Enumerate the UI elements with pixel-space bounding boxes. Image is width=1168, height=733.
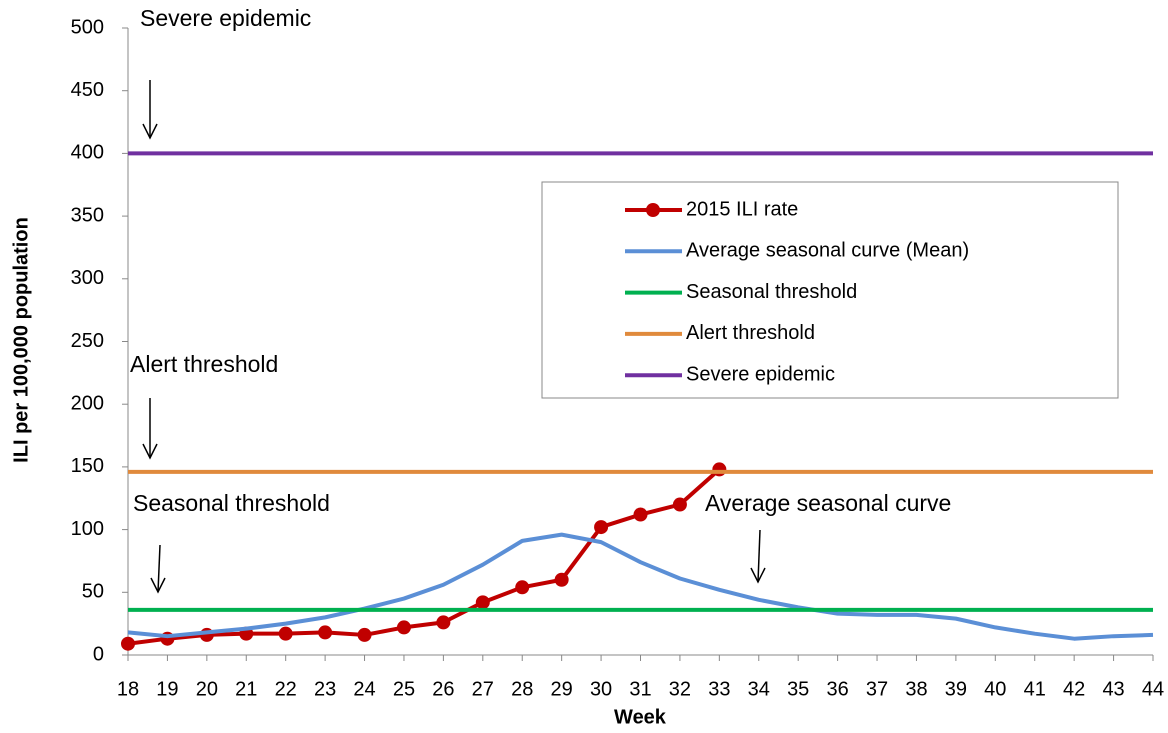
x-tick-label: 41	[1024, 678, 1046, 700]
y-tick-label: 150	[71, 455, 104, 477]
x-tick-label: 31	[629, 678, 651, 700]
data-point	[515, 580, 530, 595]
data-point	[554, 572, 569, 587]
data-point	[475, 595, 490, 610]
x-tick-label: 43	[1102, 678, 1124, 700]
x-tick-label: 32	[669, 678, 691, 700]
x-tick-label: 40	[984, 678, 1006, 700]
y-tick-label: 350	[71, 204, 104, 226]
x-tick-label: 38	[905, 678, 927, 700]
x-tick-label: 29	[551, 678, 573, 700]
x-tick-label: 25	[393, 678, 415, 700]
x-tick-label: 42	[1063, 678, 1085, 700]
annotation: Alert threshold	[130, 351, 278, 377]
y-tick-label: 450	[71, 79, 104, 101]
annotation-arrow	[757, 529, 761, 583]
data-point	[121, 636, 135, 651]
x-tick-label: 20	[196, 678, 218, 700]
legend-label: Average seasonal curve (Mean)	[686, 240, 969, 262]
data-point	[712, 462, 727, 477]
x-tick-label: 30	[590, 678, 612, 700]
x-tick-label: 18	[117, 678, 139, 700]
y-tick-label: 200	[71, 392, 104, 414]
series-line	[127, 467, 721, 646]
x-tick-label: 33	[708, 678, 730, 700]
annotation: Average seasonal curve	[705, 490, 951, 516]
y-tick-label: 100	[71, 518, 104, 540]
annotation-arrow	[157, 544, 161, 593]
y-axis-label: ILI per 100,000 population	[10, 217, 32, 463]
y-tick-label: 50	[82, 581, 104, 603]
data-point	[357, 627, 372, 642]
data-point	[594, 520, 609, 535]
data-point	[633, 507, 648, 522]
data-point	[318, 625, 333, 640]
legend-label: Alert threshold	[686, 322, 815, 344]
data-point	[278, 626, 293, 641]
x-tick-label: 27	[472, 678, 494, 700]
x-tick-label: 35	[787, 678, 809, 700]
data-point	[396, 620, 411, 635]
x-tick-label: 22	[275, 678, 297, 700]
x-tick-label: 37	[866, 678, 888, 700]
legend-label: Severe epidemic	[686, 363, 835, 385]
annotation-arrowhead	[150, 577, 166, 594]
legend-box	[541, 181, 1119, 399]
annotation: Severe epidemic	[140, 5, 311, 31]
y-tick-label: 300	[71, 267, 104, 289]
y-tick-label: 0	[93, 643, 104, 665]
data-point	[672, 497, 687, 512]
y-tick-label: 250	[71, 330, 104, 352]
legend-label: 2015 ILI rate	[686, 198, 798, 220]
annotation-arrowhead	[750, 567, 766, 584]
x-tick-label: 21	[235, 678, 257, 700]
x-axis-label: Week	[614, 706, 667, 728]
series-line	[127, 532, 1154, 641]
annotation-arrowhead	[142, 123, 158, 140]
x-tick-label: 26	[432, 678, 454, 700]
data-point	[436, 615, 451, 630]
x-tick-label: 36	[826, 678, 848, 700]
legend-marker	[646, 203, 660, 217]
x-tick-label: 44	[1142, 678, 1164, 700]
annotation-arrowhead	[142, 443, 158, 460]
x-tick-label: 28	[511, 678, 533, 700]
x-tick-label: 23	[314, 678, 336, 700]
x-tick-label: 19	[156, 678, 178, 700]
y-tick-label: 400	[71, 142, 104, 164]
x-tick-label: 24	[353, 678, 375, 700]
x-tick-label: 39	[945, 678, 967, 700]
annotation: Seasonal threshold	[133, 490, 330, 516]
legend-label: Seasonal threshold	[686, 281, 857, 303]
x-tick-label: 34	[748, 678, 770, 700]
y-tick-label: 500	[71, 16, 104, 38]
